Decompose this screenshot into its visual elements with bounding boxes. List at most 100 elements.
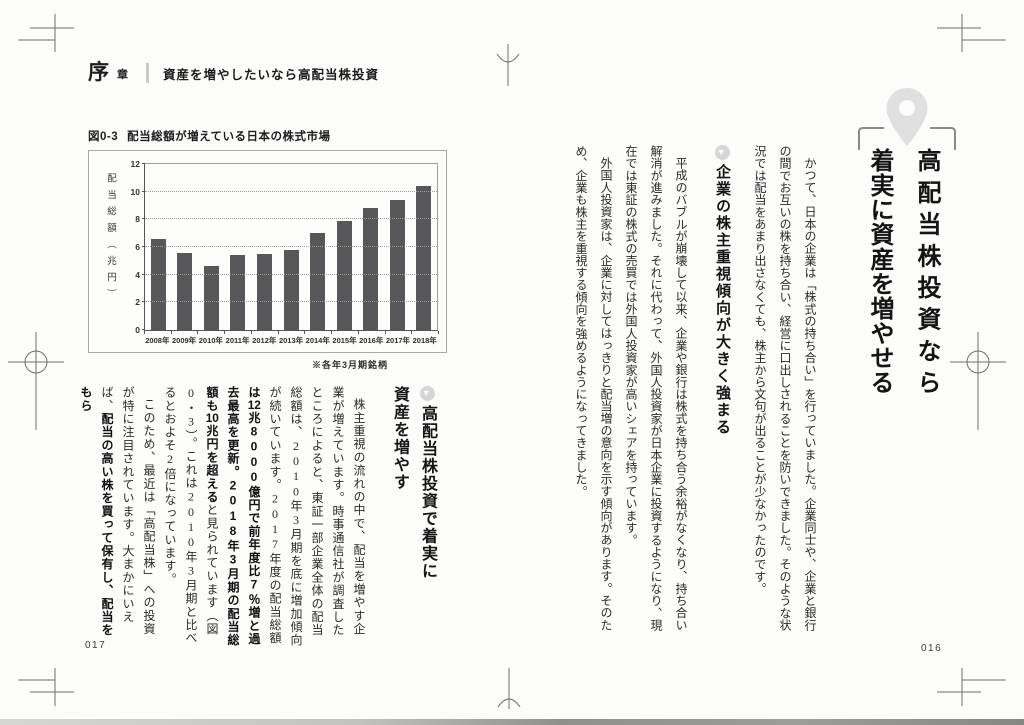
x-tick xyxy=(197,331,199,334)
header-divider xyxy=(146,63,149,83)
right-page-text: かつて、日本の企業は「株式の持ち合い」を行っていました。企業同士や、企業と銀行の… xyxy=(568,145,822,632)
x-tick xyxy=(277,331,279,334)
trim-mark-bottom-left xyxy=(18,668,74,706)
paragraph: 外国人投資家は、企業に対してはっきりと配当増の意向を示す傾向があります。そのため… xyxy=(574,145,613,631)
figure-footnote: ※各年3月期銘柄 xyxy=(312,360,389,370)
figure-label: 図0-3 xyxy=(88,131,119,143)
x-tick xyxy=(438,331,439,334)
x-tick xyxy=(250,331,252,334)
chapter-mark-suffix: 章 xyxy=(117,69,128,81)
map-pin-icon xyxy=(848,84,960,162)
x-tick xyxy=(411,331,413,334)
bar-slot xyxy=(225,164,252,330)
chapter-mark: 序 xyxy=(88,61,109,84)
bar-slot xyxy=(198,164,225,330)
section-heading-line1: ▼高配当株投資で着実に xyxy=(419,386,436,580)
trim-mark-top-left xyxy=(18,14,74,52)
arrow-down-circle-icon: ▼ xyxy=(714,145,730,160)
bar-slot xyxy=(145,164,172,330)
x-tick-label: 2010年 xyxy=(198,336,223,345)
x-tick xyxy=(384,331,386,334)
bar-slot xyxy=(278,164,305,330)
x-tick-label: 2011年 xyxy=(225,336,250,345)
x-tick xyxy=(357,331,359,334)
bar-2009年 xyxy=(177,252,193,330)
bar-2016年 xyxy=(363,208,379,330)
x-tick-label: 2018年 xyxy=(412,336,437,345)
gridline xyxy=(145,301,437,303)
bar-2015年 xyxy=(336,220,352,330)
x-axis-labels: 2008年 2009年 2010年 2011年 2012年 2013年 2014年 2015年… xyxy=(144,335,438,346)
x-tick-label: 2012年 xyxy=(252,336,277,345)
bar-2011年 xyxy=(230,255,246,330)
paragraph: このため、最近は「高配当株」への投資が特に注目されています。大まかにいえば、配当… xyxy=(79,386,156,637)
chart-bars xyxy=(145,164,437,330)
page-title-line1: 高配当株投資なら xyxy=(913,148,940,394)
bar-2008年 xyxy=(150,238,166,330)
chapter-title: 資産を増やしたいなら高配当株投資 xyxy=(163,67,380,82)
paragraph: 株主重視の流れの中で、配当を増やす企業が増えています。時事通信社が調査したところ… xyxy=(163,386,366,647)
x-tick xyxy=(304,331,306,334)
center-trim-mark-bottom xyxy=(497,668,521,709)
bar-slot xyxy=(251,164,278,330)
trim-mark-bottom-right xyxy=(937,668,1006,706)
bar-2010年 xyxy=(203,266,219,330)
page-title: 高配当株投資なら 着実に資産を増やせる xyxy=(856,148,950,394)
x-tick-label: 2008年 xyxy=(145,336,170,345)
x-tick-label: 2009年 xyxy=(172,336,197,345)
x-tick-label: 2016年 xyxy=(359,336,384,345)
bar-chart: 配当総額（兆円） 0 2 4 6 8 10 12 2008年 2009年 2010年 2011年 2… xyxy=(88,150,447,353)
x-tick-label: 2013年 xyxy=(278,336,304,345)
bar-slot xyxy=(410,164,437,330)
paragraph: 平成のバブルが崩壊して以来、企業や銀行は株式を持ち合う余裕がなくなり、持ち合い解… xyxy=(624,145,688,631)
trim-mark-top-right xyxy=(937,14,1006,52)
bar-slot xyxy=(304,164,331,330)
x-tick-label: 2017年 xyxy=(385,336,411,345)
scan-edge-strip xyxy=(0,719,1024,725)
bar-2017年 xyxy=(389,199,405,330)
left-page-text-section: ▼高配当株投資で着実に 資産を増やす 株主重視の流れの中で、配当を増やす企業が増… xyxy=(75,386,443,654)
bar-slot xyxy=(357,164,384,330)
gridline xyxy=(145,218,437,220)
figure-title-text: 配当総額が増えている日本の株式市場 xyxy=(127,131,331,143)
bar-2014年 xyxy=(310,233,326,330)
y-tick xyxy=(142,273,145,275)
bar-2012年 xyxy=(256,253,272,330)
x-tick-label: 2014年 xyxy=(305,336,330,345)
y-axis-title: 配当総額（兆円） xyxy=(105,173,115,305)
page-number-left: 017 xyxy=(85,640,107,651)
y-tick xyxy=(142,246,145,247)
bar-2018年 xyxy=(416,186,432,330)
bar-slot xyxy=(384,164,411,330)
section-heading: ▼企業の株主重視傾向が大きく強まる xyxy=(714,145,731,436)
bar-2013年 xyxy=(283,249,299,330)
center-trim-mark-top xyxy=(496,44,520,86)
chart-plot-area: 0 2 4 6 8 10 12 xyxy=(131,160,438,334)
y-tick xyxy=(142,329,145,330)
page-number-right: 016 xyxy=(921,643,943,654)
y-tick xyxy=(142,163,145,164)
registration-mark-left xyxy=(8,332,64,430)
x-tick-label: 2015年 xyxy=(332,336,357,345)
y-tick xyxy=(142,218,145,220)
arrow-down-circle-icon: ▼ xyxy=(419,386,435,401)
y-tick xyxy=(142,301,145,303)
x-tick xyxy=(170,331,172,334)
x-tick xyxy=(224,331,226,334)
x-axis-ticks xyxy=(144,331,439,334)
registration-mark-right xyxy=(950,332,1006,430)
bar-slot xyxy=(172,164,199,330)
y-tick xyxy=(142,190,145,192)
chapter-header: 序 章 資産を増やしたいなら高配当株投資 xyxy=(88,62,379,83)
figure-caption: 図0-3 配当総額が増えている日本の株式市場 xyxy=(88,128,331,144)
x-tick xyxy=(144,331,145,334)
gridline xyxy=(145,190,437,192)
bar-slot xyxy=(331,164,358,330)
gridline xyxy=(145,273,437,275)
section-heading: ▼高配当株投資で着実に 資産を増やす xyxy=(385,386,441,654)
gridline xyxy=(145,163,437,164)
page-title-line2: 着実に資産を増やせる xyxy=(866,148,893,394)
x-tick xyxy=(331,331,333,334)
paragraph: かつて、日本の企業は「株式の持ち合い」を行っていました。企業同士や、企業と銀行の… xyxy=(753,145,817,631)
